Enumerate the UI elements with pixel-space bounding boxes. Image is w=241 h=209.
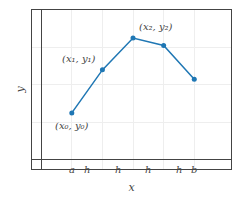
svg-text:(x₂, y₂): (x₂, y₂) xyxy=(139,21,173,32)
svg-text:h: h xyxy=(84,164,90,175)
svg-text:h: h xyxy=(176,164,182,175)
svg-text:y: y xyxy=(14,86,27,94)
svg-text:(x₁, y₁): (x₁, y₁) xyxy=(62,53,96,64)
svg-text:x: x xyxy=(128,181,135,194)
svg-text:h: h xyxy=(115,164,121,175)
svg-text:a: a xyxy=(69,164,75,175)
svg-text:h: h xyxy=(145,164,151,175)
svg-text:b: b xyxy=(191,164,197,175)
svg-text:(x₀, y₀): (x₀, y₀) xyxy=(55,120,89,131)
